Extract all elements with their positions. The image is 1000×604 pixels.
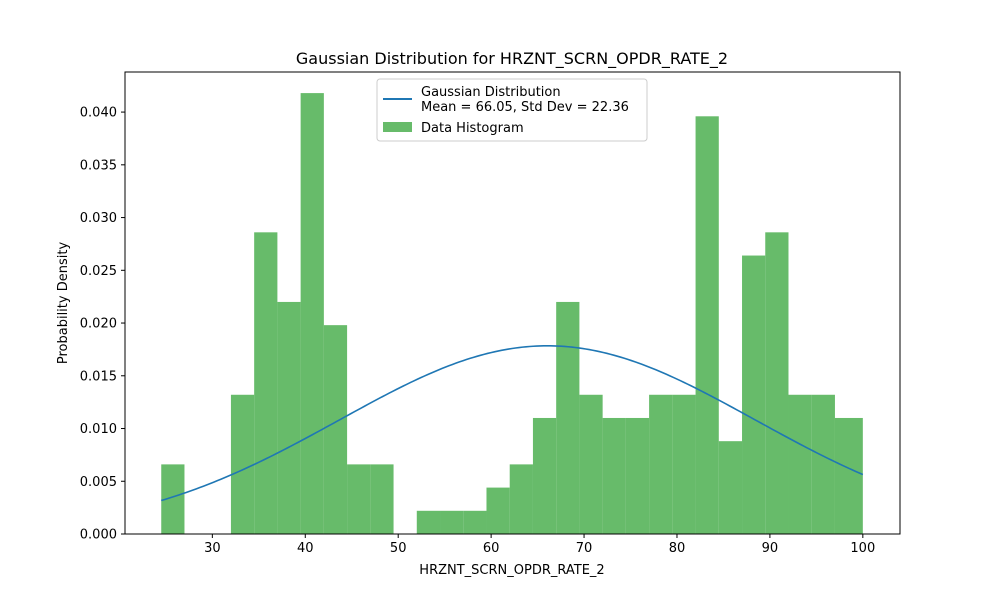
y-tick-label: 0.020	[80, 317, 117, 332]
x-tick-label: 90	[762, 541, 779, 556]
gaussian-curve	[161, 345, 864, 502]
legend-histogram-label: Data Histogram	[421, 121, 524, 136]
histogram-bar	[718, 441, 743, 534]
histogram-bar	[625, 417, 650, 534]
histogram-bar	[416, 510, 441, 534]
histogram-bar	[788, 394, 812, 534]
y-tick-label: 0.005	[80, 475, 117, 490]
y-tick-label: 0.025	[80, 264, 117, 279]
y-tick-label: 0.030	[80, 211, 117, 226]
histogram-bar	[230, 394, 255, 534]
histogram-bars	[161, 93, 863, 535]
legend-histogram-swatch	[383, 122, 412, 132]
y-axis-ticks: 0.000 0.005 0.010 0.015 0.020 0.025 0.030 0.035…	[80, 106, 125, 543]
x-axis-label: HRZNT_SCRN_OPDR_RATE_2	[419, 563, 604, 578]
x-tick-label: 60	[483, 541, 500, 556]
histogram-bar	[811, 394, 835, 534]
x-tick-label: 70	[576, 541, 593, 556]
y-tick-label: 0.015	[80, 369, 117, 384]
legend-frame	[376, 78, 648, 142]
y-tick-label: 0.040	[80, 106, 117, 121]
histogram-bar	[486, 487, 510, 534]
histogram-bar	[463, 510, 487, 534]
legend-gaussian-label-line: Mean = 66.05, Std Dev = 22.36	[421, 100, 629, 115]
histogram-bar	[834, 417, 863, 534]
x-tick-label: 30	[204, 541, 221, 556]
histogram-bar	[765, 232, 789, 534]
histogram-bar	[370, 464, 394, 534]
x-tick-label: 100	[850, 541, 875, 556]
x-tick-label: 40	[297, 541, 314, 556]
histogram-bar	[532, 417, 557, 534]
x-axis-ticks: 30 40 50 60 70 80 90 100	[204, 534, 875, 556]
histogram-bar	[254, 232, 278, 534]
gaussian-curve-layer	[161, 345, 864, 502]
histogram-bar	[440, 510, 464, 534]
histogram-bar	[556, 301, 580, 534]
histogram-bar	[347, 464, 371, 534]
histogram-bar	[161, 464, 185, 534]
histogram-bar	[649, 394, 673, 534]
legend-gaussian-label-line: Gaussian Distribution	[421, 85, 561, 100]
histogram-bar	[300, 93, 324, 535]
histogram-bar	[695, 116, 719, 535]
y-tick-label: 0.035	[80, 158, 117, 173]
histogram-bar	[323, 325, 348, 534]
legend-gaussian-label: Gaussian Distribution Mean = 66.05, Std D…	[421, 85, 629, 115]
plot-frame	[124, 71, 901, 535]
chart-title: Gaussian Distribution for HRZNT_SCRN_OPD…	[296, 49, 728, 69]
x-tick-label: 80	[669, 541, 686, 556]
histogram-bar	[602, 417, 626, 534]
histogram-bar	[277, 301, 301, 534]
y-tick-label: 0.010	[80, 422, 117, 437]
histogram-bar	[579, 394, 603, 534]
y-tick-label: 0.000	[80, 528, 117, 543]
histogram-bar	[742, 255, 766, 534]
x-tick-label: 50	[390, 541, 407, 556]
histogram-bar	[509, 464, 533, 534]
legend: Gaussian Distribution Mean = 66.05, Std D…	[376, 78, 648, 142]
histogram-bar	[672, 394, 696, 534]
y-axis-label: Probability Density	[56, 242, 71, 365]
